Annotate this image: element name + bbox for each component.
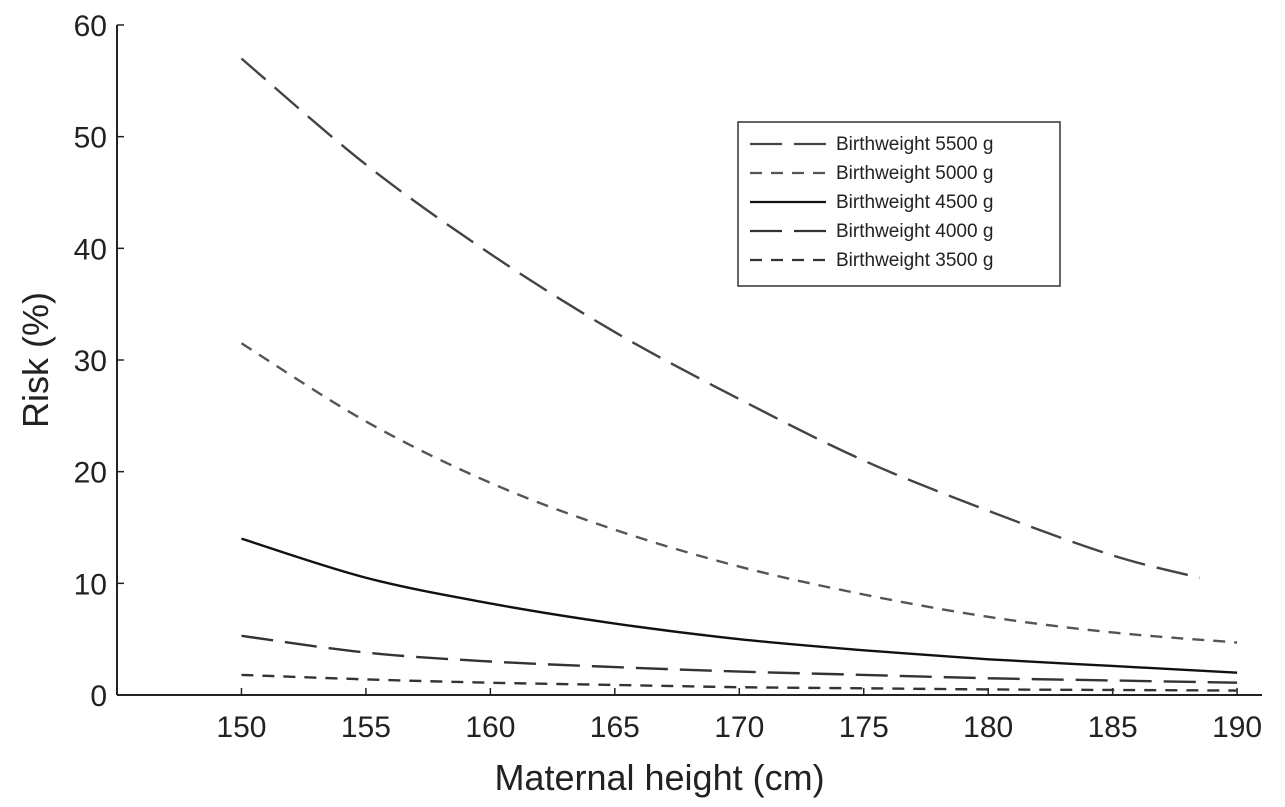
x-tick-label: 180: [963, 711, 1013, 744]
y-tick-label: 40: [74, 233, 107, 266]
y-tick-label: 20: [74, 457, 107, 490]
x-tick-label: 170: [714, 711, 764, 744]
axes: [116, 25, 1262, 696]
x-tick-label: 165: [590, 711, 640, 744]
series-line-2: [240, 342, 1238, 644]
y-tick-label: 50: [74, 122, 107, 155]
x-tick-label: 150: [216, 711, 266, 744]
y-tick-label: 60: [74, 10, 107, 43]
series-line-1: [240, 57, 1201, 579]
legend-box: [737, 121, 1061, 287]
legend-label-5: Birthweight 3500 g: [836, 250, 993, 271]
x-tick-label: 155: [341, 711, 391, 744]
legend-label-1: Birthweight 5500 g: [836, 134, 993, 155]
x-tick-label: 160: [465, 711, 515, 744]
legend-label-2: Birthweight 5000 g: [836, 163, 993, 184]
tick-group: 0 10 20 30 40 50 60 150 155 160 165 170 175 180 185 190: [74, 10, 1263, 744]
series-line-3: [241, 537, 1238, 674]
x-tick-label: 190: [1212, 711, 1262, 744]
legend: Birthweight 5500 g Birthweight 5000 g Birt…: [737, 121, 1061, 287]
y-tick-label: 30: [74, 345, 107, 378]
series-line-4: [241, 634, 1238, 684]
x-axis-title: Maternal height (cm): [494, 757, 824, 798]
y-tick-label: 10: [74, 568, 107, 601]
legend-label-3: Birthweight 4500 g: [836, 192, 993, 213]
x-tick-label: 185: [1088, 711, 1138, 744]
y-axis-title: Risk (%): [15, 292, 56, 428]
legend-label-4: Birthweight 4000 g: [836, 221, 993, 242]
x-tick-label: 175: [839, 711, 889, 744]
series-group: [240, 57, 1238, 692]
y-tick-label: 0: [90, 680, 107, 713]
